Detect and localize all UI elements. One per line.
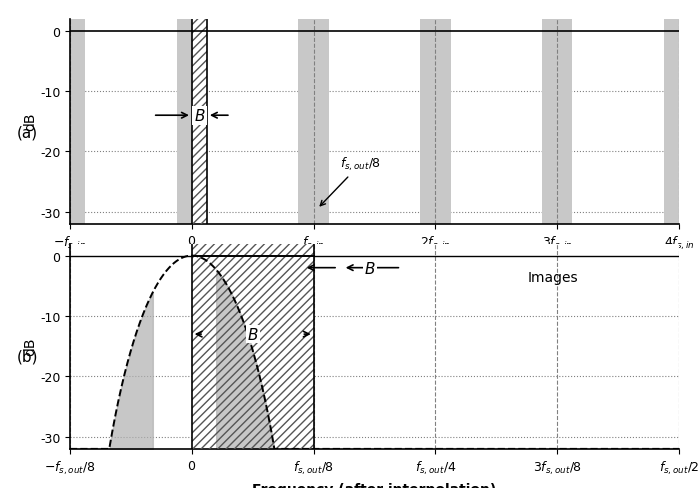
Text: $B$: $B$ [247, 326, 258, 343]
Bar [70, 20, 85, 224]
Bar [664, 20, 679, 224]
Bar [420, 20, 451, 224]
Bar [542, 20, 573, 224]
Bar [298, 20, 329, 224]
Bar [192, 244, 314, 449]
Text: (a): (a) [17, 125, 38, 140]
Bar [192, 20, 207, 224]
Text: $B$: $B$ [194, 108, 205, 124]
X-axis label: Frequency (after interpolation): Frequency (after interpolation) [253, 482, 496, 488]
Bar [176, 20, 192, 224]
Text: $B$: $B$ [364, 260, 376, 276]
Text: (b): (b) [17, 349, 38, 364]
Y-axis label: dB: dB [23, 337, 37, 356]
X-axis label: Frequency (before interpolation): Frequency (before interpolation) [246, 257, 503, 271]
Text: Images: Images [528, 270, 579, 284]
Text: $f_{s,out}/8$: $f_{s,out}/8$ [321, 156, 382, 206]
Bar [192, 244, 314, 449]
Y-axis label: dB: dB [23, 113, 37, 131]
Bar [192, 20, 207, 224]
